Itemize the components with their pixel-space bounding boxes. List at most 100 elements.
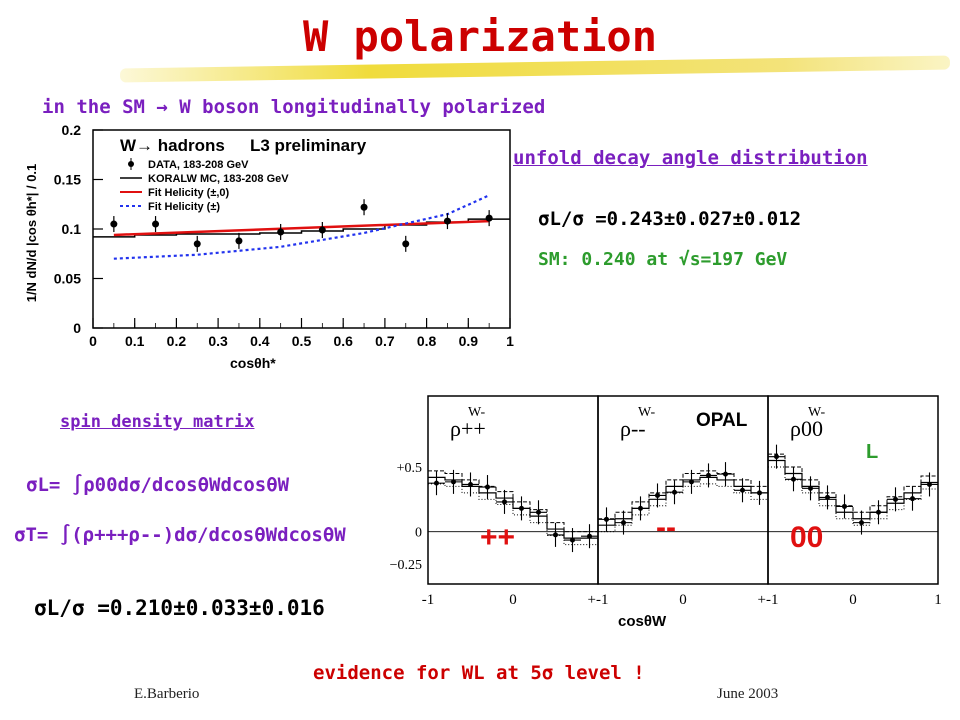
data-point <box>706 472 711 478</box>
x-tick-label: 0.6 <box>333 333 353 349</box>
x-tick-label: 0.3 <box>208 333 228 349</box>
unfold-label: unfold decay angle distribution <box>513 147 868 169</box>
y-tick-label: 0.2 <box>62 122 82 138</box>
evidence-text: evidence for WL at 5σ level ! <box>313 662 645 684</box>
data-point <box>360 203 368 211</box>
rho-label: ρ++ <box>450 416 486 441</box>
panel-tag-2: -- <box>656 511 676 544</box>
intro-text: in the SM → W boson longitudinally polar… <box>42 96 546 118</box>
data-point <box>553 532 558 538</box>
x-tick-label: +-1 <box>588 592 609 608</box>
data-point <box>570 537 575 543</box>
y-axis-label: 1/N dN/d |cos θh*| / 0.1 <box>24 164 39 303</box>
formula-sigma-t: σT= ∫(ρ+++ρ--)dσ/dcosθWdcosθW <box>14 524 346 546</box>
x-tick-label: -1 <box>422 592 435 608</box>
sm-prediction: SM: 0.240 at √s=197 GeV <box>538 249 788 270</box>
data-point <box>110 220 118 228</box>
data-point <box>536 509 541 515</box>
data-point <box>927 481 932 487</box>
data-point <box>791 476 796 482</box>
data-point <box>193 240 201 248</box>
data-point <box>621 520 626 526</box>
panel-tag-3: 00 <box>790 521 823 554</box>
data-point <box>757 490 762 496</box>
data-point <box>689 479 694 485</box>
mc-histogram-dotted <box>428 483 598 546</box>
footer-date: June 2003 <box>717 686 779 702</box>
data-point <box>502 499 507 505</box>
opal-plot: W-ρ++ ++ W-ρ-- -- W-ρ00 00 +0.5 0 −0.25 -1 0 +-1 0 +-… <box>390 395 942 630</box>
rho-label: ρ-- <box>620 416 646 441</box>
data-point <box>443 217 451 225</box>
x-tick-label: 0.1 <box>125 333 145 349</box>
x-tick-label: 1 <box>506 333 514 349</box>
x-tick-label: +-1 <box>758 592 779 608</box>
panel-frame <box>767 395 939 585</box>
mc-histogram-dotted <box>598 483 768 533</box>
data-point <box>655 492 660 498</box>
data-point <box>842 503 847 509</box>
x-tick-label: 0.2 <box>167 333 187 349</box>
data-point <box>808 485 813 491</box>
mc-histogram <box>93 218 510 238</box>
data-point <box>723 471 728 477</box>
y-tick-label: 0 <box>73 320 81 336</box>
legend-tag: L3 preliminary <box>250 136 367 155</box>
rho-label: ρ00 <box>790 416 823 441</box>
l3-plot: 0 0.05 0.1 0.15 0.2 0 0.1 0.2 0.3 0.4 0.5 0.6 0.7 0.8… <box>24 122 514 371</box>
data-point <box>519 505 524 511</box>
y-tick-label: 0.15 <box>54 172 81 188</box>
y-tick-label: 0 <box>415 526 422 541</box>
fit-helicity-pm-curve <box>113 194 490 260</box>
x-tick-label: 0.5 <box>292 333 312 349</box>
mc-histogram-dashed <box>598 470 768 520</box>
w-label: W- <box>808 405 825 420</box>
y-tick-label: 0.1 <box>62 221 82 237</box>
y-tick-label: −0.25 <box>390 558 422 573</box>
x-tick-label: 0 <box>89 333 97 349</box>
data-point <box>859 520 864 526</box>
data-point <box>638 505 643 511</box>
data-point <box>434 480 439 486</box>
data-point <box>468 481 473 487</box>
legend-item: Fit Helicity (±,0) <box>148 187 230 199</box>
data-point <box>587 533 592 539</box>
data-point <box>825 494 830 500</box>
x-tick-label: 0.9 <box>459 333 479 349</box>
data-point <box>740 487 745 493</box>
x-tick-label: 0 <box>509 592 517 608</box>
data-point <box>672 489 677 495</box>
x-axis-label: cosθh* <box>230 355 276 371</box>
data-point <box>235 237 243 245</box>
data-point <box>485 214 493 222</box>
spin-label: spin density matrix <box>60 412 255 432</box>
x-tick-label: 0.8 <box>417 333 437 349</box>
data-point <box>318 226 326 234</box>
data-point <box>893 496 898 502</box>
data-point <box>277 228 285 236</box>
x-tick-label: 1 <box>934 592 942 608</box>
data-point <box>604 516 609 522</box>
data-point <box>152 220 160 228</box>
w-label: W- <box>468 405 485 420</box>
panel-tag-1: ++ <box>480 521 515 554</box>
y-tick-label: +0.5 <box>397 461 422 476</box>
mc-histogram-dashed <box>768 453 938 513</box>
sigma-l-bottom: σL/σ =0.210±0.033±0.016 <box>34 596 325 620</box>
data-point <box>774 454 779 460</box>
legend-title: W→ hadrons <box>120 136 225 155</box>
sigma-l-top: σL/σ =0.243±0.027±0.012 <box>538 208 802 230</box>
data-point <box>485 484 490 490</box>
x-tick-label: 0.4 <box>250 333 270 349</box>
formula-sigma-l: σL= ∫ρ00dσ/dcosθWdcosθW <box>26 474 290 496</box>
data-point <box>910 496 915 502</box>
opal-label: OPAL <box>696 410 748 431</box>
page-title: W polarization <box>302 12 657 61</box>
legend-item: KORALW MC, 183-208 GeV <box>148 173 289 185</box>
data-point <box>451 479 456 485</box>
x-tick-label: 0 <box>849 592 857 608</box>
w-label: W- <box>638 405 655 420</box>
x-axis-label: cosθW <box>618 613 667 630</box>
legend-item: DATA, 183-208 GeV <box>148 159 249 171</box>
y-tick-label: 0.05 <box>54 271 81 287</box>
